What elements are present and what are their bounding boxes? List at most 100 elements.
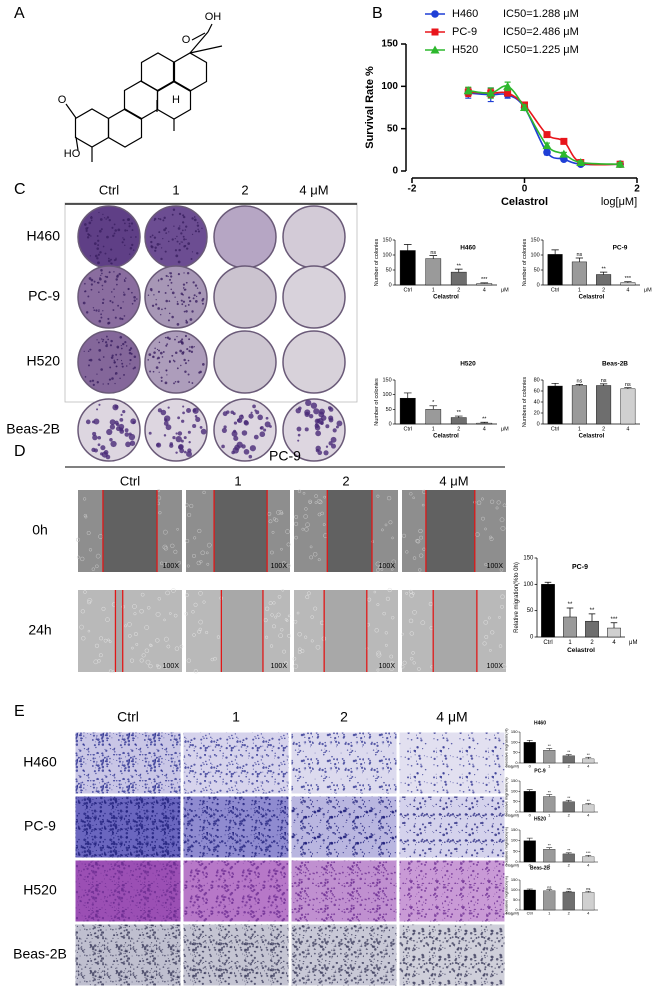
- colony: [111, 354, 114, 357]
- colony: [201, 227, 203, 229]
- colony: [182, 405, 185, 408]
- row-label: H520: [23, 882, 57, 898]
- colony: [102, 213, 104, 216]
- colony: [106, 343, 108, 346]
- cell: [281, 589, 285, 592]
- colony: [113, 223, 116, 226]
- cell: [412, 661, 416, 665]
- colony: [98, 229, 102, 233]
- colony: [109, 419, 116, 426]
- significance-label: ns: [576, 252, 582, 258]
- y-axis-label: Relative migration(%): [503, 826, 508, 865]
- colony: [115, 278, 118, 281]
- ring-bond: [107, 108, 143, 148]
- cell: [277, 594, 282, 599]
- colony: [198, 291, 202, 295]
- cell: [384, 631, 388, 635]
- colony: [124, 277, 127, 279]
- magnification-label: 100X: [271, 663, 288, 670]
- cell: [293, 663, 299, 669]
- x-unit-label: log[μM]: [601, 196, 637, 208]
- colony: [90, 288, 93, 291]
- colony: [97, 435, 102, 440]
- colony-plate: [144, 330, 208, 394]
- y-tick-label: 0: [530, 635, 534, 641]
- y-tick-label: 50: [513, 897, 518, 902]
- colony: [180, 364, 182, 367]
- wound-gap: [425, 490, 475, 572]
- marker: [504, 89, 512, 97]
- colony: [123, 315, 126, 317]
- row-label: H460: [27, 228, 61, 244]
- cell: [173, 613, 178, 618]
- colony: [98, 211, 100, 214]
- cell: [367, 597, 372, 602]
- y-tick-label: 100: [383, 392, 392, 398]
- marker: [486, 88, 496, 97]
- x-unit-label: μM: [501, 287, 509, 293]
- y-tick-label: 0: [515, 809, 518, 814]
- colony: [147, 359, 150, 361]
- colony: [131, 302, 134, 305]
- cell: [375, 568, 380, 572]
- error-bar: [544, 581, 552, 585]
- colony: [96, 408, 99, 411]
- cell: [278, 633, 283, 638]
- colony: [188, 349, 191, 353]
- bar: [425, 409, 442, 425]
- cell: [490, 630, 495, 635]
- colony: [87, 364, 90, 367]
- cell: [270, 550, 274, 555]
- cell: [388, 520, 393, 525]
- colony: [149, 235, 152, 238]
- colony: [174, 238, 176, 240]
- bar: [582, 804, 595, 813]
- colony: [314, 418, 320, 424]
- colony: [84, 223, 87, 226]
- colony: [185, 238, 187, 241]
- colony: [171, 213, 174, 216]
- colony: [176, 235, 178, 238]
- colony: [184, 370, 187, 374]
- y-axis-label: Relative migration(%): [503, 777, 508, 816]
- colony: [135, 236, 137, 238]
- row-label: 0h: [32, 522, 48, 538]
- x-tick-label: 4: [587, 813, 590, 818]
- colony: [119, 306, 123, 310]
- colony: [323, 450, 329, 456]
- colony: [184, 305, 187, 307]
- colony: [156, 348, 159, 351]
- error-bar: [429, 405, 438, 410]
- colony: [128, 348, 131, 352]
- cell: [133, 612, 137, 616]
- cell: [83, 590, 87, 594]
- cell: [376, 494, 380, 498]
- colony: [150, 245, 153, 248]
- cell: [401, 533, 407, 538]
- cell: [418, 528, 423, 534]
- cell: [382, 611, 386, 616]
- colony: [97, 239, 100, 242]
- x-tick-label: 0: [529, 813, 532, 818]
- colony: [121, 362, 124, 365]
- colony: [181, 229, 184, 232]
- colony: [159, 243, 161, 245]
- colony: [257, 414, 263, 421]
- colony: [332, 428, 337, 433]
- y-tick-label: 0: [515, 907, 518, 912]
- colony: [84, 376, 87, 378]
- error-bar: [526, 888, 533, 890]
- colony: [157, 290, 161, 293]
- colony: [109, 366, 112, 369]
- colony: [125, 345, 128, 347]
- significance-label: **: [587, 752, 591, 757]
- colony: [117, 304, 120, 307]
- colony: [159, 351, 163, 355]
- y-tick-label: 50: [513, 848, 518, 853]
- transwell-image: [398, 795, 506, 859]
- wound-gap: [115, 590, 123, 672]
- cell: [283, 661, 288, 666]
- colony: [298, 406, 302, 410]
- colony: [90, 283, 93, 286]
- colony: [121, 241, 124, 244]
